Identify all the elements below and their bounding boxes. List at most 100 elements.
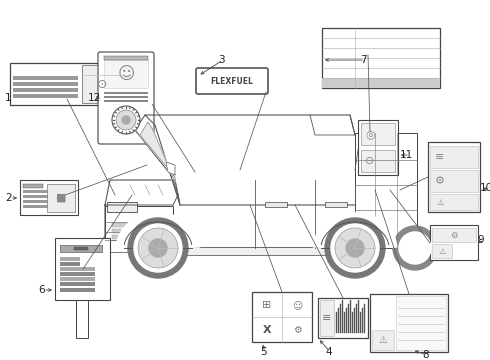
Bar [112,223,157,227]
Text: ≡: ≡ [322,313,332,323]
Text: ⊙: ⊙ [366,156,375,166]
Bar [105,206,173,248]
Bar [361,123,395,145]
Bar [396,296,446,350]
FancyBboxPatch shape [196,68,268,94]
Bar [112,229,157,233]
Bar [325,202,347,207]
Bar [60,288,95,292]
Bar [76,296,88,338]
Text: ⚙: ⚙ [450,230,458,239]
Bar [105,240,173,252]
Bar [60,245,102,252]
Text: ⚙: ⚙ [293,325,301,335]
Bar [318,298,368,338]
Text: ■: ■ [56,193,66,203]
Bar [47,184,75,212]
Text: ◎: ◎ [365,129,375,139]
Circle shape [116,110,136,130]
Bar [361,150,395,172]
Bar [13,88,78,92]
Polygon shape [166,162,175,175]
Text: ⚠: ⚠ [379,335,388,345]
Bar [432,228,476,242]
Text: 1: 1 [5,93,12,103]
Bar [23,190,58,193]
Bar [104,99,148,102]
Bar [180,247,350,255]
Bar [370,294,448,352]
Text: ☺: ☺ [292,300,302,310]
Text: FLEXFUEL: FLEXFUEL [211,77,253,85]
Bar [23,184,43,188]
Bar [104,91,148,94]
Bar [23,205,58,208]
Polygon shape [135,115,180,205]
Text: 10: 10 [480,183,490,193]
Bar [60,277,95,281]
Bar [430,194,478,210]
Text: 7: 7 [360,55,367,65]
Bar [104,60,148,88]
Text: ⚠: ⚠ [438,247,446,256]
Bar [13,76,78,80]
Polygon shape [105,180,415,248]
Bar [104,56,148,60]
Bar [104,95,148,98]
Bar [23,195,58,198]
Circle shape [134,224,182,272]
Circle shape [331,224,379,272]
Bar [112,235,157,239]
Text: 8: 8 [422,350,429,360]
Bar [322,28,440,88]
Text: ⊙: ⊙ [97,77,107,90]
Circle shape [149,239,167,257]
Bar [358,120,398,175]
Bar [430,170,478,192]
Bar [355,133,417,248]
Bar [60,272,95,276]
Bar [428,142,480,212]
Circle shape [138,228,178,268]
Text: ⚠: ⚠ [436,198,444,207]
Text: 4: 4 [325,347,332,357]
Bar [60,257,80,261]
Bar [10,63,125,105]
Bar [107,202,137,212]
Circle shape [128,218,188,278]
Bar [13,94,78,98]
Circle shape [399,232,431,264]
Circle shape [393,226,437,270]
Text: ≡: ≡ [435,152,445,162]
Text: 9: 9 [477,235,484,245]
Circle shape [325,218,385,278]
Text: 3: 3 [218,55,224,65]
Text: 2: 2 [5,193,12,203]
Text: X: X [263,325,271,335]
Bar [430,146,478,168]
Text: 12: 12 [88,93,101,103]
Bar [20,180,78,215]
Text: ⚙: ⚙ [435,176,445,186]
Bar [74,247,88,250]
Bar [82,65,122,103]
Bar [60,262,80,266]
Circle shape [122,116,130,124]
Text: 5: 5 [260,347,267,357]
Bar [320,300,334,336]
Bar [60,282,95,286]
Bar [432,244,452,258]
Bar [265,202,287,207]
Bar [430,225,478,260]
Polygon shape [140,122,175,182]
Circle shape [335,228,375,268]
Text: 11: 11 [400,150,413,160]
FancyBboxPatch shape [98,52,154,144]
Text: ⊞: ⊞ [262,300,271,310]
Circle shape [346,239,364,257]
Text: 6: 6 [38,285,45,295]
Bar [60,267,95,271]
Bar [23,200,58,203]
Bar [322,78,440,88]
Polygon shape [145,115,355,205]
